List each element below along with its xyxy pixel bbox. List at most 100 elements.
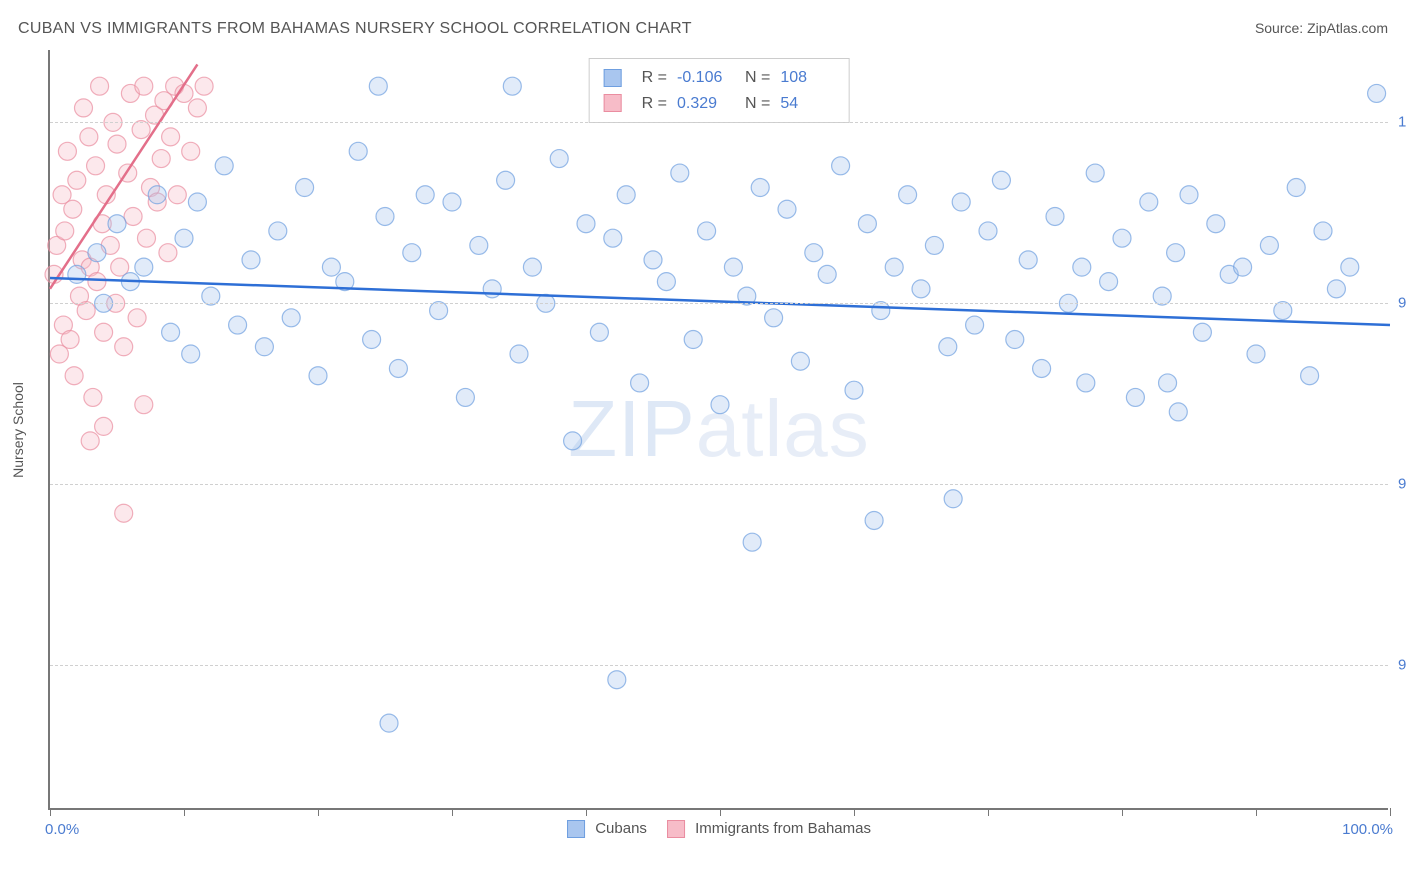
data-point: [939, 338, 957, 356]
y-tick-label: 95.0%: [1398, 476, 1406, 493]
data-point: [1077, 374, 1095, 392]
data-point: [1140, 193, 1158, 211]
gridline: [50, 484, 1388, 485]
data-point: [95, 323, 113, 341]
r-value-bahamas: 0.329: [677, 91, 731, 117]
data-point: [743, 533, 761, 551]
data-point: [416, 186, 434, 204]
data-point: [135, 77, 153, 95]
data-point: [751, 179, 769, 197]
data-point: [952, 193, 970, 211]
data-point: [88, 273, 106, 291]
data-point: [349, 142, 367, 160]
data-point: [80, 128, 98, 146]
data-point: [1046, 207, 1064, 225]
x-tick: [1122, 808, 1123, 816]
swatch-bahamas: [667, 820, 685, 838]
data-point: [68, 171, 86, 189]
data-point: [389, 359, 407, 377]
x-tick: [720, 808, 721, 816]
swatch-cubans: [567, 820, 585, 838]
data-point: [1019, 251, 1037, 269]
x-tick: [184, 808, 185, 816]
data-point: [148, 186, 166, 204]
data-point: [1207, 215, 1225, 233]
data-point: [403, 244, 421, 262]
data-point: [309, 367, 327, 385]
data-point: [58, 142, 76, 160]
data-point: [159, 244, 177, 262]
x-tick: [50, 808, 51, 816]
data-point: [845, 381, 863, 399]
n-value-bahamas: 54: [780, 91, 834, 117]
data-point: [363, 331, 381, 349]
data-point: [162, 128, 180, 146]
data-point: [61, 331, 79, 349]
data-point: [168, 186, 186, 204]
plot-svg: [50, 50, 1388, 808]
data-point: [188, 193, 206, 211]
data-point: [523, 258, 541, 276]
data-point: [1193, 323, 1211, 341]
data-point: [899, 186, 917, 204]
data-point: [81, 432, 99, 450]
data-point: [590, 323, 608, 341]
data-point: [944, 490, 962, 508]
data-point: [698, 222, 716, 240]
data-point: [68, 265, 86, 283]
data-point: [1033, 359, 1051, 377]
data-point: [87, 157, 105, 175]
data-point: [577, 215, 595, 233]
data-point: [108, 135, 126, 153]
data-point: [1234, 258, 1252, 276]
y-tick-label: 100.0%: [1398, 114, 1406, 131]
data-point: [765, 309, 783, 327]
y-tick-label: 92.5%: [1398, 657, 1406, 674]
data-point: [832, 157, 850, 175]
swatch-bahamas: [604, 94, 622, 112]
data-point: [195, 77, 213, 95]
data-point: [215, 157, 233, 175]
source-attribution: Source: ZipAtlas.com: [1255, 20, 1388, 36]
data-point: [108, 215, 126, 233]
y-axis-title: Nursery School: [10, 382, 26, 478]
data-point: [992, 171, 1010, 189]
data-point: [1073, 258, 1091, 276]
data-point: [564, 432, 582, 450]
data-point: [885, 258, 903, 276]
data-point: [470, 236, 488, 254]
x-tick: [318, 808, 319, 816]
data-point: [128, 309, 146, 327]
data-point: [1100, 273, 1118, 291]
gridline: [50, 665, 1388, 666]
data-point: [269, 222, 287, 240]
data-point: [1180, 186, 1198, 204]
x-min-label: 0.0%: [45, 821, 79, 838]
data-point: [175, 229, 193, 247]
plot-area: ZIPatlas R = -0.106 N = 108 R = 0.329 N …: [48, 50, 1388, 810]
data-point: [865, 511, 883, 529]
data-point: [912, 280, 930, 298]
data-point: [95, 417, 113, 435]
data-point: [1260, 236, 1278, 254]
data-point: [380, 714, 398, 732]
stats-legend: R = -0.106 N = 108 R = 0.329 N = 54: [589, 58, 850, 123]
data-point: [684, 331, 702, 349]
trend-line: [50, 278, 1390, 325]
data-point: [966, 316, 984, 334]
data-point: [135, 258, 153, 276]
data-point: [1086, 164, 1104, 182]
legend-item-cubans: Cubans: [567, 820, 647, 838]
data-point: [115, 504, 133, 522]
legend-item-bahamas: Immigrants from Bahamas: [667, 820, 871, 838]
data-point: [64, 200, 82, 218]
data-point: [604, 229, 622, 247]
data-point: [152, 150, 170, 168]
data-point: [322, 258, 340, 276]
stats-row-bahamas: R = 0.329 N = 54: [604, 91, 835, 117]
r-label: R =: [642, 65, 667, 91]
data-point: [617, 186, 635, 204]
data-point: [483, 280, 501, 298]
data-point: [1314, 222, 1332, 240]
legend-label-bahamas: Immigrants from Bahamas: [695, 820, 871, 837]
